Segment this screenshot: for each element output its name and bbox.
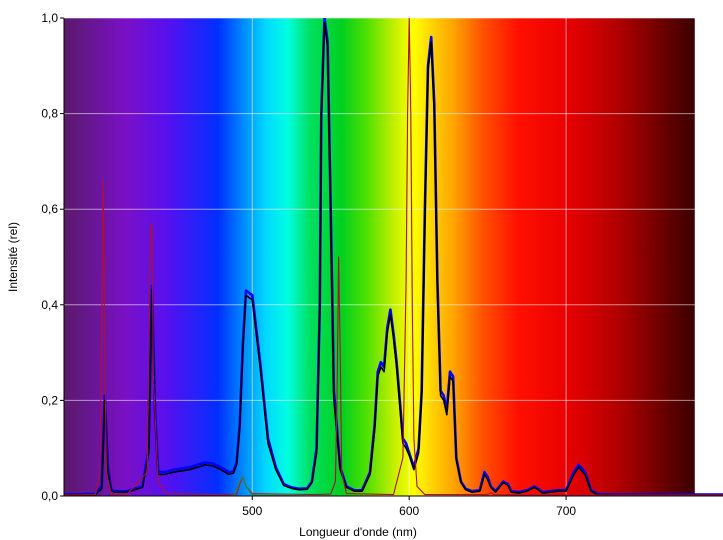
series-layer xyxy=(64,18,723,496)
x-tick-label: 700 xyxy=(556,504,576,518)
x-tick-label: 600 xyxy=(399,504,419,518)
y-axis-ticks: 0,0 0,2 0,4 0,6 0,8 1,0 xyxy=(41,11,64,503)
y-tick-label: 0,6 xyxy=(41,202,58,216)
x-axis-ticks: 500 600 700 xyxy=(242,496,576,518)
y-tick-label: 0,4 xyxy=(41,298,58,312)
grid-lines xyxy=(64,17,723,496)
y-tick-label: 0,0 xyxy=(41,489,58,503)
x-axis-title: Longueur d'onde (nm) xyxy=(299,525,417,539)
y-axis-title: Intensité (rel) xyxy=(6,222,20,292)
y-tick-label: 0,2 xyxy=(41,393,58,407)
series-line-3 xyxy=(64,18,723,496)
plot-area xyxy=(64,18,723,496)
spectrum-background xyxy=(64,18,695,496)
y-tick-label: 0,8 xyxy=(41,107,58,121)
series-line-2 xyxy=(64,21,723,496)
x-tick-label: 500 xyxy=(242,504,262,518)
y-tick-label: 1,0 xyxy=(41,11,58,25)
axes xyxy=(63,18,723,497)
